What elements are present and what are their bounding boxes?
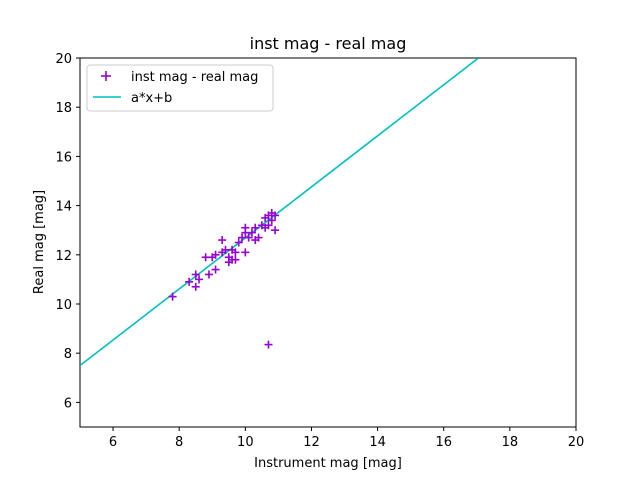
y-tick-label: 14 — [55, 200, 72, 215]
x-tick-label: 10 — [237, 435, 254, 450]
data-point — [211, 250, 220, 259]
x-tick-label: 12 — [303, 435, 320, 450]
data-point — [264, 340, 273, 349]
data-point — [251, 223, 260, 232]
data-point — [247, 228, 256, 237]
data-point — [231, 248, 240, 257]
data-point — [267, 216, 276, 225]
y-axis-label: Real mag [mag] — [32, 190, 47, 294]
data-point — [271, 226, 280, 235]
legend-marker-scatter — [101, 71, 111, 81]
data-point — [241, 248, 250, 257]
x-axis: 6 8 10 12 14 16 18 20 — [109, 427, 584, 450]
fit-line — [80, 58, 479, 367]
x-tick-label: 14 — [369, 435, 386, 450]
data-point — [271, 211, 280, 220]
x-axis-label: Instrument mag [mag] — [254, 456, 402, 471]
chart-title: inst mag - real mag — [250, 34, 407, 53]
plot-area — [80, 58, 479, 367]
data-point — [204, 270, 213, 279]
y-tick-label: 18 — [55, 101, 72, 116]
data-point — [244, 233, 253, 242]
plot-frame — [79, 57, 577, 428]
data-point — [191, 282, 200, 291]
data-point — [211, 265, 220, 274]
data-point — [195, 275, 204, 284]
x-tick-label: 16 — [435, 435, 452, 450]
y-tick-label: 16 — [55, 150, 72, 165]
y-tick-label: 8 — [64, 347, 72, 362]
data-point — [254, 233, 263, 242]
legend-label-line: a*x+b — [131, 91, 172, 106]
x-tick-label: 6 — [109, 435, 117, 450]
legend: inst mag - real mag a*x+b — [86, 64, 274, 112]
data-point — [231, 255, 240, 264]
legend-label-scatter: inst mag - real mag — [131, 70, 258, 85]
data-point — [168, 292, 177, 301]
legend-box — [86, 64, 274, 112]
y-tick-label: 12 — [55, 249, 72, 264]
y-tick-label: 20 — [55, 52, 72, 67]
data-point — [185, 277, 194, 286]
data-point — [241, 223, 250, 232]
data-point — [191, 270, 200, 279]
data-point — [218, 236, 227, 245]
y-axis: 6 8 10 12 14 16 18 20 — [55, 52, 80, 411]
x-tick-label: 18 — [502, 435, 519, 450]
y-tick-label: 6 — [64, 396, 72, 411]
x-tick-label: 20 — [568, 435, 585, 450]
data-point — [234, 238, 243, 247]
y-tick-label: 10 — [55, 298, 72, 313]
x-tick-label: 8 — [175, 435, 183, 450]
data-point — [264, 221, 273, 230]
